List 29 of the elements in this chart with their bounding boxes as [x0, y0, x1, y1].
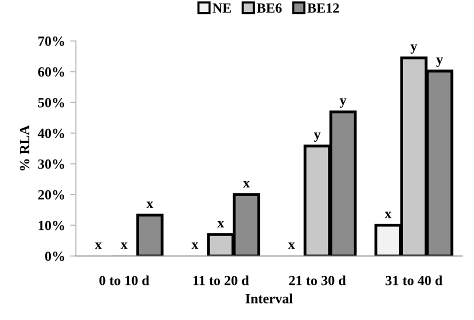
y-tick-label: 20% [38, 190, 64, 200]
y-tick-label: 0% [45, 252, 64, 261]
data-label: y [436, 58, 443, 67]
data-label: x [288, 242, 295, 249]
data-label: x [120, 242, 128, 249]
data-label: x [94, 242, 102, 249]
x-tick-label: 21 to 30 d [289, 275, 346, 286]
data-label: y [314, 132, 321, 142]
data-label: x [243, 181, 250, 188]
legend-label: BE6 [256, 3, 282, 13]
legend-label: NE [212, 4, 231, 13]
y-tick-label: 30% [38, 159, 64, 169]
x-tick-label: 11 to 20 d [193, 275, 249, 286]
data-label: x [217, 220, 224, 228]
y-tick-label: 70% [38, 36, 64, 46]
data-label: x [192, 242, 198, 249]
y-tick-label: 10% [38, 220, 64, 230]
data-label: x [146, 202, 154, 208]
x-tick-label: 31 to 40 d [386, 275, 442, 286]
data-label: x [384, 212, 392, 218]
data-label: y [340, 98, 346, 108]
x-tick-label: 0 to 10 d [99, 275, 150, 286]
data-label: y [410, 44, 418, 54]
y-tick-label: 60% [38, 67, 64, 77]
legend-label: BE12 [307, 3, 339, 13]
x-axis-title: Interval [246, 294, 293, 304]
y-tick-label: 40% [38, 128, 64, 138]
y-tick-label: 50% [38, 98, 64, 108]
y-axis-title: % RLA [20, 125, 30, 170]
